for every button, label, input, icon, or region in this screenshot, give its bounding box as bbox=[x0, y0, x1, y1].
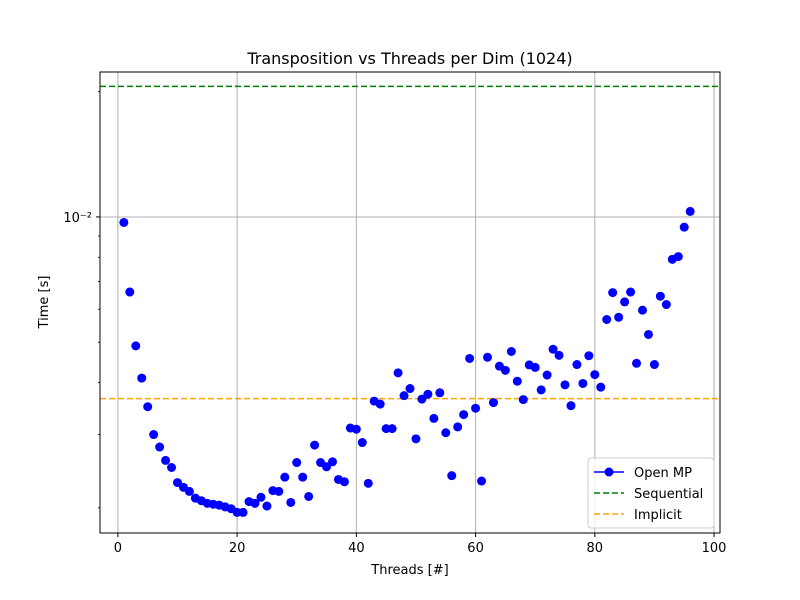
data-point bbox=[286, 497, 296, 507]
data-point bbox=[387, 424, 397, 434]
data-point bbox=[280, 472, 290, 482]
data-point bbox=[465, 353, 475, 363]
data-point bbox=[137, 373, 147, 383]
x-tick-label: 0 bbox=[114, 541, 122, 556]
x-tick-label: 20 bbox=[229, 541, 246, 556]
grid bbox=[100, 72, 720, 533]
data-point bbox=[471, 403, 481, 413]
data-point bbox=[441, 428, 451, 438]
data-point bbox=[548, 344, 558, 354]
data-point bbox=[578, 378, 588, 388]
data-points bbox=[119, 206, 695, 517]
data-point bbox=[363, 478, 373, 488]
data-point bbox=[149, 430, 159, 440]
y-axis-label: Time [s] bbox=[37, 276, 52, 330]
data-point bbox=[238, 507, 248, 517]
data-point bbox=[339, 477, 349, 487]
data-point bbox=[399, 391, 409, 401]
data-point bbox=[661, 300, 671, 310]
data-point bbox=[602, 314, 612, 324]
data-point bbox=[274, 486, 284, 496]
data-point bbox=[655, 291, 665, 301]
data-point bbox=[554, 350, 564, 360]
data-point bbox=[143, 402, 153, 412]
data-point bbox=[322, 462, 332, 472]
legend: Open MP Sequential Implicit bbox=[587, 457, 715, 529]
data-point bbox=[423, 389, 433, 399]
data-point bbox=[328, 457, 337, 467]
x-tick-label: 100 bbox=[702, 541, 727, 556]
data-point bbox=[632, 358, 642, 368]
data-point bbox=[542, 370, 552, 380]
data-point bbox=[405, 384, 415, 394]
chart-title: Transposition vs Threads per Dim (1024) bbox=[246, 49, 572, 68]
data-point bbox=[292, 458, 302, 468]
data-point bbox=[506, 346, 516, 356]
data-point bbox=[518, 395, 528, 405]
data-point bbox=[393, 368, 403, 378]
data-point bbox=[459, 410, 469, 420]
data-point bbox=[429, 413, 439, 423]
data-point bbox=[357, 438, 367, 448]
data-point bbox=[435, 388, 445, 398]
data-point bbox=[643, 329, 653, 339]
data-point bbox=[638, 305, 647, 315]
data-point bbox=[131, 341, 141, 351]
x-tick-label: 80 bbox=[587, 541, 604, 556]
data-point bbox=[483, 352, 492, 362]
data-point bbox=[477, 476, 487, 486]
data-point bbox=[596, 382, 606, 392]
legend-implicit-label: Implicit bbox=[634, 508, 682, 523]
data-point bbox=[590, 370, 600, 380]
data-point bbox=[125, 287, 135, 297]
data-point bbox=[608, 288, 618, 298]
legend-openmp-marker bbox=[604, 467, 614, 477]
data-point bbox=[572, 360, 582, 370]
reference-lines bbox=[100, 85, 720, 400]
data-point bbox=[620, 297, 630, 307]
data-point bbox=[256, 492, 266, 502]
data-point bbox=[453, 422, 463, 432]
data-point bbox=[447, 471, 457, 481]
data-point bbox=[161, 455, 171, 465]
data-point bbox=[685, 206, 695, 216]
data-point bbox=[584, 351, 594, 361]
legend-openmp-label: Open MP bbox=[634, 466, 692, 481]
plot-frame bbox=[99, 71, 721, 534]
data-point bbox=[262, 501, 272, 511]
legend-box bbox=[587, 457, 715, 529]
data-point bbox=[626, 287, 636, 297]
data-point bbox=[536, 385, 546, 395]
data-point bbox=[411, 434, 421, 444]
data-point bbox=[167, 463, 177, 473]
data-point bbox=[304, 491, 314, 501]
data-point bbox=[250, 498, 260, 508]
data-point bbox=[351, 424, 361, 434]
x-axis-label: Threads [#] bbox=[370, 563, 448, 578]
data-point bbox=[488, 398, 498, 408]
data-point bbox=[298, 472, 308, 482]
y-tick-label: 10⁻² bbox=[63, 211, 92, 226]
data-point bbox=[614, 312, 624, 322]
data-point bbox=[679, 222, 689, 232]
y-axis-ticks: 10⁻² bbox=[63, 91, 100, 509]
x-tick-label: 60 bbox=[467, 541, 484, 556]
data-point bbox=[673, 252, 683, 262]
x-axis-ticks: 0 20 40 60 80 100 bbox=[114, 533, 727, 556]
x-tick-label: 40 bbox=[348, 541, 365, 556]
data-point bbox=[512, 376, 522, 386]
legend-sequential-label: Sequential bbox=[634, 487, 703, 502]
data-point bbox=[184, 486, 194, 496]
data-point bbox=[566, 401, 576, 411]
data-point bbox=[500, 365, 510, 375]
data-point bbox=[530, 362, 540, 372]
data-point bbox=[310, 440, 320, 450]
data-point bbox=[417, 394, 427, 404]
data-point bbox=[560, 380, 570, 390]
data-point bbox=[375, 399, 385, 409]
data-point bbox=[155, 442, 165, 452]
data-point bbox=[649, 360, 659, 370]
data-point bbox=[119, 217, 129, 227]
